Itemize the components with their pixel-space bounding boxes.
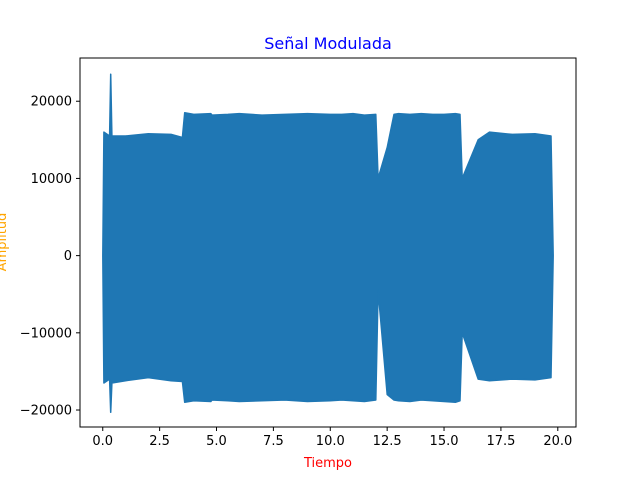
x-axis: 0.0 2.5 5.0 7.5 10.0 12.5 15.0 17.5 20.0 (92, 427, 572, 449)
x-axis-label: Tiempo (303, 456, 352, 471)
y-tick-label: 20000 (31, 95, 72, 110)
plot-area (102, 73, 554, 414)
plot-frame (79, 57, 577, 428)
x-tick-label: 5.0 (206, 434, 227, 449)
x-tick-label: 7.5 (263, 434, 284, 449)
x-tick-label: 20.0 (543, 434, 572, 449)
x-tick-label: 2.5 (149, 434, 170, 449)
y-tick-label: −10000 (20, 326, 72, 341)
y-tick-label: 0 (64, 249, 72, 264)
y-tick-label: 10000 (31, 172, 72, 187)
chart-title: Señal Modulada (264, 34, 392, 53)
x-tick-label: 12.5 (373, 434, 402, 449)
x-tick-label: 0.0 (92, 434, 113, 449)
x-tick-label: 15.0 (430, 434, 459, 449)
x-tick-label: 10.0 (316, 434, 345, 449)
y-tick-label: −20000 (20, 404, 72, 419)
x-tick-label: 17.5 (486, 434, 515, 449)
y-axis-label: Amplitud (0, 213, 10, 272)
y-axis: −20000 −10000 0 10000 20000 (20, 95, 80, 419)
signal-series-0 (102, 73, 554, 414)
